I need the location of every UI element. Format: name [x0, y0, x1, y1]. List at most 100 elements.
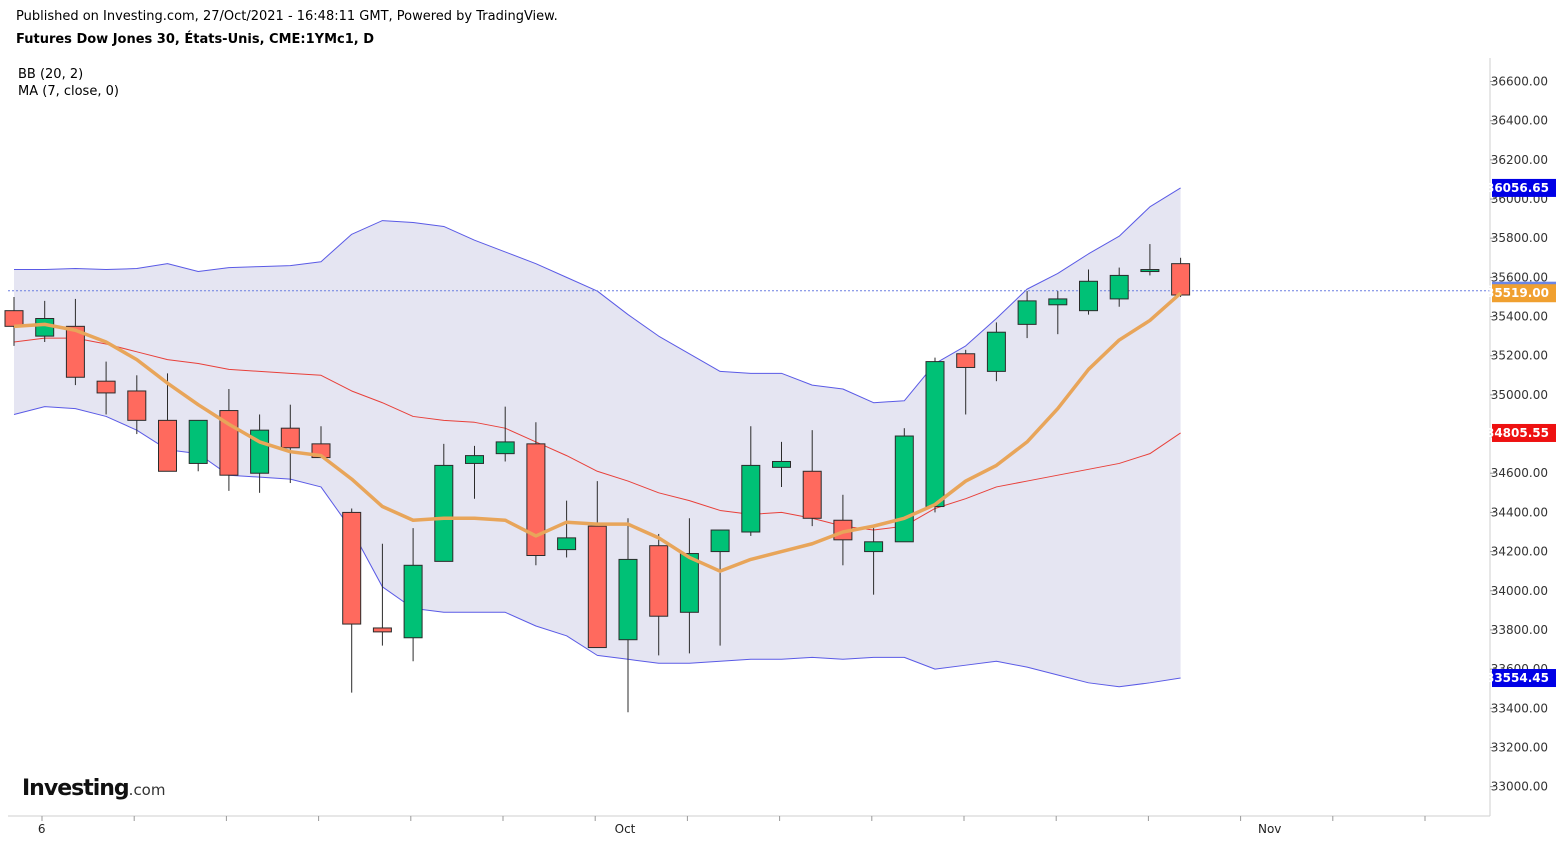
candle [864, 528, 884, 595]
y-tick-label: 34600.00 [1491, 466, 1548, 480]
candle-body-up [465, 455, 484, 464]
candle [372, 543, 392, 646]
y-tick-label: 36600.00 [1491, 75, 1548, 89]
candle [4, 296, 24, 346]
y-tick-label: 34200.00 [1491, 545, 1548, 559]
candle-body-down [65, 325, 85, 378]
candle [403, 528, 423, 662]
x-tick-label: Oct [615, 822, 636, 836]
candle [434, 443, 454, 562]
y-tick-label: 35800.00 [1491, 231, 1548, 245]
candle-body-down [280, 427, 300, 449]
badge-bg [1492, 284, 1556, 303]
candle [894, 428, 914, 543]
x-tick-label: Nov [1258, 822, 1281, 836]
candle-body-up [434, 464, 454, 562]
candle [1140, 244, 1160, 276]
y-tick-label: 34400.00 [1491, 505, 1548, 519]
y-tick-label: 35200.00 [1491, 349, 1548, 363]
ma-line [13, 291, 1182, 573]
price-badge-bb-upper: 36056.65 [1486, 178, 1556, 197]
candle [342, 508, 362, 693]
candle [679, 518, 699, 654]
candle [1079, 269, 1098, 315]
candle-body-down [802, 470, 822, 519]
badge-bg [1492, 423, 1556, 442]
candle [618, 518, 638, 713]
candle [526, 422, 546, 566]
badge-label: 36056.65 [1486, 181, 1549, 195]
x-tick-label: 6 [38, 822, 46, 836]
y-tick-label: 35000.00 [1491, 388, 1548, 402]
candle-body-up [1109, 274, 1129, 300]
bb-lower-line [13, 406, 1181, 688]
candle [1017, 291, 1037, 339]
instrument-title: Futures Dow Jones 30, États-Unis, CME:1Y… [16, 32, 375, 47]
candle [495, 406, 515, 462]
y-tick-label: 36200.00 [1491, 153, 1548, 167]
candlesticks [4, 244, 1191, 713]
candle [802, 430, 822, 527]
candle-body-down [342, 511, 362, 625]
candle-body-up [618, 558, 638, 641]
badge-label: 35519.00 [1486, 286, 1549, 300]
candle-body-down [372, 627, 392, 633]
candle [96, 361, 116, 415]
candle-body-up [188, 419, 208, 464]
candle-body-up [772, 460, 791, 468]
candle [127, 375, 147, 435]
candle-body-up [403, 564, 423, 639]
y-tick-label: 36400.00 [1491, 114, 1548, 128]
bb-middle-line [13, 337, 1181, 531]
candle-body-down [956, 353, 976, 368]
investing-logo: Investing.com [22, 776, 165, 801]
logo-suffix: .com [128, 781, 166, 799]
candle-body-up [1017, 300, 1037, 325]
candle [465, 445, 484, 499]
candle [925, 357, 945, 513]
candle-body-down [127, 390, 147, 421]
candle [188, 419, 208, 472]
published-caption: Published on Investing.com, 27/Oct/2021 … [16, 9, 558, 24]
candle-body-up [557, 537, 577, 551]
candle-body-down [96, 380, 116, 394]
candle-body-up [1048, 298, 1068, 306]
candle-body-up [864, 541, 884, 553]
candle [1048, 291, 1068, 335]
candle [1171, 257, 1191, 297]
logo-brand: Investing [22, 776, 130, 801]
candle-body-up [679, 553, 699, 613]
candle [1109, 267, 1129, 307]
candle-body-up [986, 331, 1006, 372]
y-tick-label: 33800.00 [1491, 623, 1548, 637]
candle-body-down [649, 545, 669, 617]
candle [986, 322, 1006, 382]
candle [280, 404, 300, 484]
candle-body-up [1079, 280, 1098, 312]
indicator-legend: BB (20, 2) MA (7, close, 0) [18, 66, 119, 100]
moving-average [13, 291, 1182, 573]
candle-body-down [4, 310, 24, 327]
y-tick-label: 33400.00 [1491, 701, 1548, 715]
candle-body-down [526, 443, 546, 556]
y-tick-label: 35400.00 [1491, 310, 1548, 324]
time-axis: 6 Oct Nov [8, 815, 1490, 836]
candle [649, 533, 669, 656]
candle [772, 441, 791, 487]
price-badge-bb-lower: 33554.45 [1486, 669, 1556, 688]
price-badge-ma: 35519.00 [1486, 284, 1556, 303]
candle-body-up [495, 441, 515, 455]
candle [710, 529, 730, 646]
y-tick-label: 35600.00 [1491, 270, 1548, 284]
candle-body-down [1171, 263, 1191, 296]
candle [557, 500, 577, 558]
candle-body-up [925, 361, 945, 508]
bollinger-bands [8, 187, 1490, 688]
candle-body-up [710, 529, 730, 553]
badge-bg [1492, 669, 1556, 688]
y-tick-label: 34000.00 [1491, 584, 1548, 598]
candle-body-up [894, 435, 914, 543]
badge-bg [1492, 178, 1556, 197]
candle-body-down [587, 525, 607, 649]
